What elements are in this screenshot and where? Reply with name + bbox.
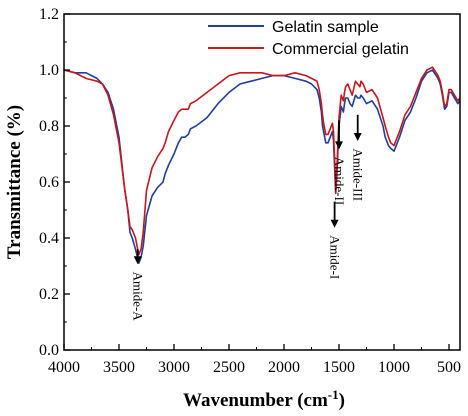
x-tick-label-4: 2500	[213, 359, 245, 376]
y-tick-label-6: 1.0	[39, 62, 59, 79]
series-line-1	[63, 69, 461, 264]
plot-area	[64, 14, 460, 350]
x-axis-title: Wavenumber (cm-1)	[183, 387, 345, 411]
legend-label-1: Gelatin sample	[272, 19, 379, 36]
y-tick-label-5: 0.8	[39, 118, 59, 135]
legend: Gelatin sample Commercial gelatin	[208, 19, 409, 58]
legend-label-2: Commercial gelatin	[272, 41, 409, 58]
series-group	[63, 66, 461, 264]
series-line-2	[63, 66, 461, 256]
x-tick-label-1: 4000	[48, 359, 80, 376]
annotation-arrow-head-2	[330, 219, 339, 228]
y-tick-label-4: 0.6	[39, 174, 59, 191]
annotation-arrow-head-1	[133, 256, 142, 265]
annotation-label-2: Amide-I	[328, 235, 343, 279]
annotation-arrow-head-4	[353, 133, 362, 141]
x-tick-label-7: 1000	[378, 359, 410, 376]
annotation-label-1: Amide-A	[131, 272, 146, 322]
annotation-label-3: Amide-II	[332, 157, 347, 205]
x-tick-label-8: 500	[437, 359, 461, 376]
y-axis-title: Transmittance (%)	[4, 105, 25, 259]
axes: 4000 3500 3000 2500 2000 1500 1000 500 0.0 0.2 0.4…	[39, 6, 461, 376]
plot-background	[64, 14, 460, 350]
annotation-label-4: Amide-III	[351, 148, 366, 201]
y-tick-label-7: 1.2	[39, 6, 59, 23]
y-tick-label-3: 0.4	[39, 230, 59, 247]
annotations: Amide-A Amide-I Amide-II Amide-III	[131, 114, 366, 322]
y-tick-label-2: 0.2	[39, 286, 59, 303]
y-tick-label-1: 0.0	[39, 342, 59, 359]
x-tick-label-2: 3500	[103, 359, 135, 376]
x-tick-label-3: 3000	[158, 359, 190, 376]
x-tick-label-6: 1500	[323, 359, 355, 376]
annotation-arrow-head-3	[335, 141, 343, 150]
x-tick-label-5: 2000	[268, 359, 300, 376]
